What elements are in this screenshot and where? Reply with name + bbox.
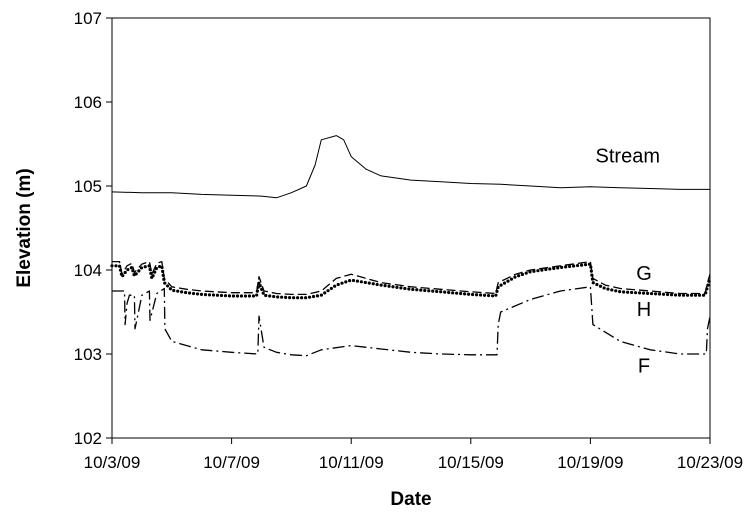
series-label-g: G — [636, 263, 652, 285]
series-line-f — [112, 286, 711, 357]
series-line-stream — [111, 135, 710, 199]
x-tick-label: 10/23/09 — [677, 453, 743, 472]
y-tick-label: 107 — [74, 9, 102, 28]
series-annotations: Stream GH F — [596, 145, 660, 377]
series-label-f: F — [638, 355, 650, 377]
plot-border — [111, 17, 711, 439]
y-tick-label: 106 — [74, 93, 102, 112]
axes: 102 103 104 105 106 107 10/3/09 10/7/09 10/11/09… — [74, 9, 743, 472]
x-tick-label: 10/11/09 — [319, 453, 384, 472]
y-axis-title: Elevation (m) — [14, 168, 35, 287]
series-line-h — [110, 262, 712, 300]
series-label-h: H — [637, 299, 651, 321]
x-tick-label: 10/15/09 — [438, 453, 504, 472]
y-tick-label: 102 — [74, 429, 102, 448]
y-tick-label: 105 — [74, 177, 102, 196]
series-label-stream: Stream — [596, 145, 660, 167]
series-line-g — [112, 260, 711, 296]
y-tick-label: 103 — [74, 345, 102, 364]
plot-frame — [111, 17, 711, 439]
x-tick-label: 10/3/09 — [84, 453, 141, 472]
x-axis-title: Date — [390, 489, 431, 510]
y-tick-label: 104 — [74, 261, 102, 280]
x-tick-label: 10/19/09 — [557, 453, 623, 472]
series-layer — [110, 135, 712, 357]
x-tick-label: 10/7/09 — [203, 453, 260, 472]
